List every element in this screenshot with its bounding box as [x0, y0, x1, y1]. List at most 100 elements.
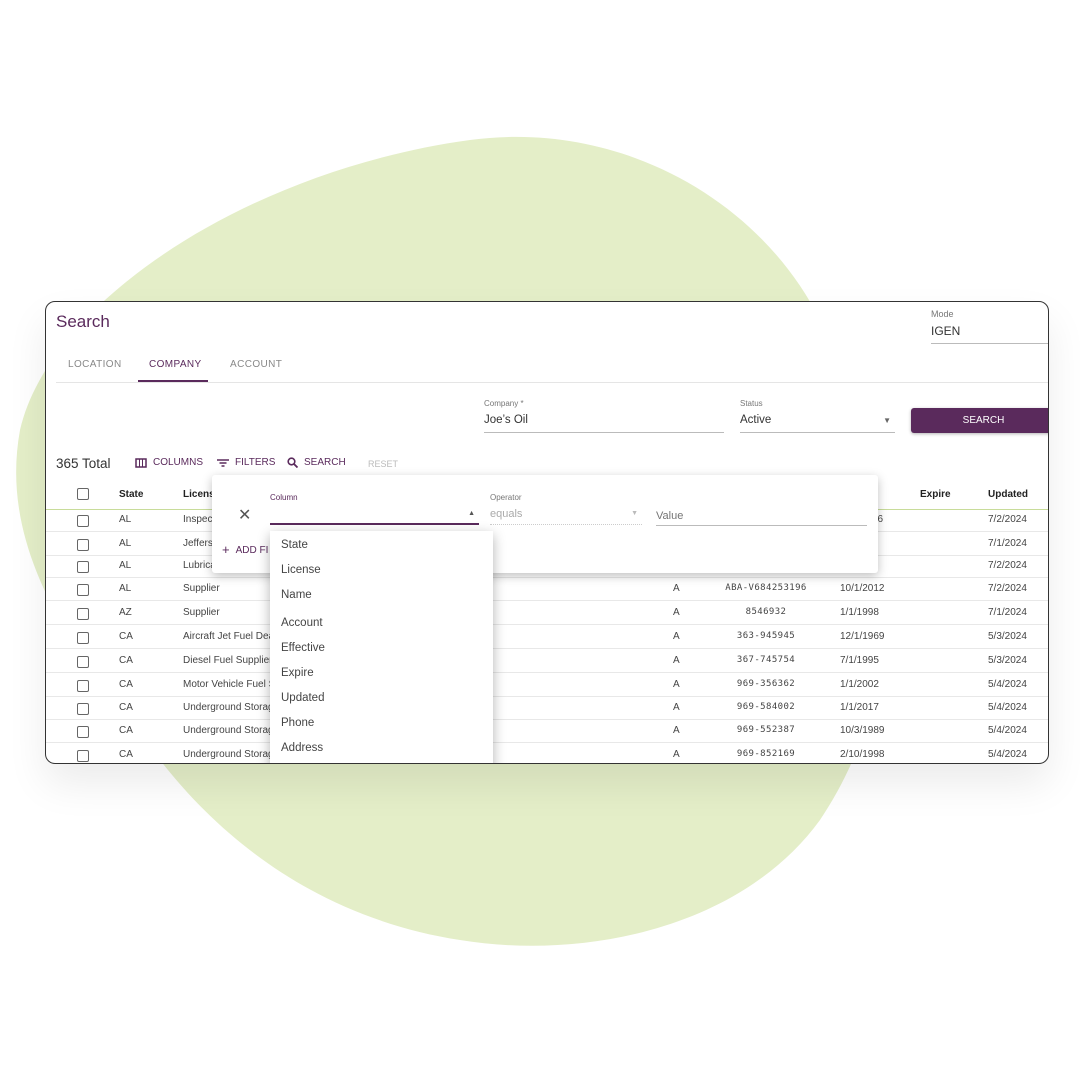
column-select[interactable]: ▲	[270, 507, 479, 525]
row-divider	[46, 742, 1048, 743]
reset-button[interactable]: RESET	[368, 459, 399, 469]
dropdown-arrow-icon: ▼	[631, 510, 638, 517]
tab-account[interactable]: ACCOUNT	[230, 359, 283, 370]
cell-status: A	[673, 679, 680, 690]
company-input[interactable]: Joe’s Oil	[484, 414, 724, 433]
cell-status: A	[673, 655, 680, 666]
tab-location[interactable]: LOCATION	[68, 359, 122, 370]
cell-effective: 10/3/1989	[840, 725, 885, 736]
menu-option-updated[interactable]: Updated	[281, 692, 325, 704]
cell-effective: 2/10/1998	[840, 749, 885, 760]
row-divider	[46, 600, 1048, 601]
row-checkbox[interactable]	[77, 515, 89, 527]
cell-license-number: 969-552387	[736, 725, 796, 735]
cell-state: CA	[119, 631, 133, 642]
header-expire[interactable]: Expire	[920, 489, 951, 500]
cell-effective: 1/1/2017	[840, 702, 879, 713]
header-updated[interactable]: Updated	[988, 489, 1028, 500]
menu-option-phone[interactable]: Phone	[281, 717, 315, 729]
columns-button[interactable]: COLUMNS	[135, 457, 203, 468]
value-input[interactable]	[656, 506, 867, 526]
cell-state: AZ	[119, 607, 132, 618]
row-divider	[46, 648, 1048, 649]
row-checkbox[interactable]	[77, 539, 89, 551]
cell-updated: 7/2/2024	[988, 560, 1027, 571]
columns-label: COLUMNS	[153, 457, 204, 468]
close-icon[interactable]: ✕	[238, 507, 252, 524]
row-divider	[46, 577, 1048, 578]
header-state[interactable]: State	[119, 489, 144, 500]
cell-updated: 7/1/2024	[988, 607, 1027, 618]
cell-license-number: 969-584002	[736, 702, 796, 712]
cell-state: AL	[119, 560, 132, 571]
cell-license: Diesel Fuel Supplier	[183, 655, 273, 666]
row-checkbox[interactable]	[77, 584, 89, 596]
cell-license-number: 969-356362	[736, 679, 796, 689]
active-tab-indicator	[138, 380, 208, 382]
add-filter-button[interactable]: + ADD FI	[222, 542, 269, 557]
column-label: Column	[270, 493, 298, 502]
quick-search-button[interactable]: SEARCH	[287, 457, 346, 468]
status-label: Status	[740, 399, 763, 408]
add-filter-label: ADD FI	[235, 545, 269, 556]
row-checkbox[interactable]	[77, 656, 89, 668]
row-checkbox[interactable]	[77, 703, 89, 715]
cell-license: Supplier	[183, 607, 220, 618]
cell-license: Lubrica	[183, 560, 216, 571]
operator-select[interactable]: equals ▼	[490, 508, 642, 525]
search-window: Search Mode IGEN LOCATION COMPANY ACCOUN…	[45, 301, 1049, 764]
cell-status: A	[673, 583, 680, 594]
search-icon	[287, 457, 298, 468]
cell-updated: 5/3/2024	[988, 631, 1027, 642]
cell-effective: 10/1/2012	[840, 583, 885, 594]
dropdown-arrow-up-icon: ▲	[468, 510, 475, 517]
search-button[interactable]: SEARCH	[911, 408, 1048, 433]
row-checkbox[interactable]	[77, 726, 89, 738]
page-title: Search	[56, 312, 110, 331]
plus-icon: +	[222, 542, 230, 557]
filter-icon	[217, 458, 229, 467]
status-value: Active	[740, 414, 772, 426]
tab-company[interactable]: COMPANY	[149, 359, 202, 370]
menu-option-account[interactable]: Account	[281, 617, 323, 629]
cell-updated: 7/1/2024	[988, 538, 1027, 549]
status-select[interactable]: Active ▼	[740, 414, 895, 433]
cell-status: A	[673, 631, 680, 642]
cell-updated: 5/4/2024	[988, 702, 1027, 713]
cell-state: AL	[119, 583, 132, 594]
select-all-checkbox[interactable]	[77, 488, 89, 500]
mode-field[interactable]: IGEN	[931, 324, 1048, 344]
row-checkbox[interactable]	[77, 750, 89, 762]
column-options-menu: State License Name Account Effective Expire Up…	[270, 531, 493, 763]
total-count: 365 Total	[56, 456, 111, 471]
cell-status: A	[673, 607, 680, 618]
menu-option-name[interactable]: Name	[281, 589, 312, 601]
menu-option-state[interactable]: State	[281, 539, 308, 551]
row-checkbox[interactable]	[77, 561, 89, 573]
header-license[interactable]: Licens	[183, 489, 215, 500]
cell-state: CA	[119, 725, 133, 736]
cell-license: Underground Storag	[183, 725, 274, 736]
cell-status: A	[673, 749, 680, 760]
menu-option-effective[interactable]: Effective	[281, 642, 325, 654]
cell-license: Supplier	[183, 583, 220, 594]
cell-effective: 7/1/1995	[840, 655, 879, 666]
mode-label: Mode	[931, 309, 954, 319]
cell-status: A	[673, 702, 680, 713]
row-checkbox[interactable]	[77, 632, 89, 644]
cell-updated: 5/4/2024	[988, 725, 1027, 736]
filters-button[interactable]: FILTERS	[217, 457, 275, 468]
row-checkbox[interactable]	[77, 608, 89, 620]
cell-effective: 12/1/1969	[840, 631, 885, 642]
columns-icon	[135, 457, 147, 468]
operator-label: Operator	[490, 493, 522, 502]
menu-option-address[interactable]: Address	[281, 742, 324, 754]
cell-license-number: 363-945945	[736, 631, 796, 641]
cell-effective: 1/1/2002	[840, 679, 879, 690]
row-checkbox[interactable]	[77, 680, 89, 692]
menu-option-license[interactable]: License	[281, 564, 321, 576]
menu-option-expire[interactable]: Expire	[281, 667, 314, 679]
cell-updated: 7/2/2024	[988, 583, 1027, 594]
cell-license: Jeffers	[183, 538, 213, 549]
cell-state: CA	[119, 655, 133, 666]
